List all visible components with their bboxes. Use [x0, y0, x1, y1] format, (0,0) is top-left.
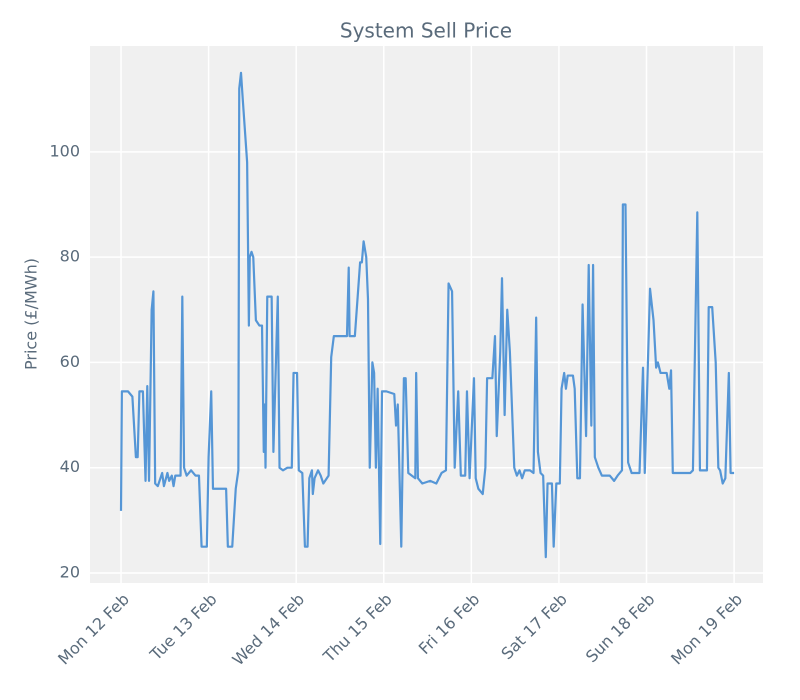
y-tick-label: 20	[60, 562, 80, 581]
y-tick-label: 80	[60, 247, 80, 266]
plot-area	[90, 46, 763, 583]
x-tick-label: Fri 16 Feb	[415, 590, 484, 659]
y-tick-label: 60	[60, 352, 80, 371]
x-tick-label: Sun 18 Feb	[582, 590, 659, 667]
x-tick-label: Sat 17 Feb	[497, 590, 571, 664]
x-tick-label: Wed 14 Feb	[228, 590, 308, 670]
line-series	[119, 71, 735, 559]
x-tick-label: Mon 19 Feb	[667, 590, 746, 669]
chart-title: System Sell Price	[340, 19, 512, 43]
x-tick-label: Thu 15 Feb	[319, 590, 396, 667]
y-axis-label: Price (£/MWh)	[22, 258, 41, 370]
y-tick-label: 100	[49, 141, 80, 160]
x-tick-label: Tue 13 Feb	[146, 590, 221, 665]
x-tick-label: Mon 12 Feb	[54, 590, 133, 669]
y-tick-label: 40	[60, 457, 80, 476]
